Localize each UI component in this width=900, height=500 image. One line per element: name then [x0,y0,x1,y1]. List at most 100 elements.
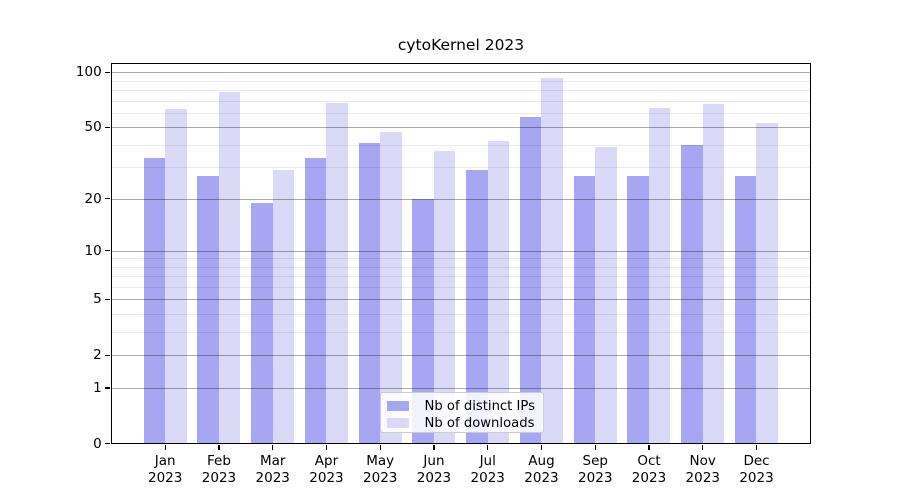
gridline-major-50 [110,127,811,129]
x-tick-label-sep: Sep 2023 [563,453,627,487]
legend-row-distinct-ips: Nb of distinct IPs [387,398,535,414]
x-tick-label-month: Feb [207,452,231,469]
x-tick-label-year: 2023 [363,469,398,486]
bar-downloads-may [380,132,402,444]
bar-distinct-ips-feb [197,175,219,444]
x-tick-label-month: Oct [637,452,661,469]
x-tick-label-mar: Mar 2023 [241,453,305,487]
bar-downloads-jan [165,108,187,444]
gridline-minor-70 [110,100,811,102]
y-tick-mark-100 [105,71,111,73]
bar-distinct-ips-may [358,142,381,444]
x-tick-mark-mar [272,444,274,450]
x-tick-label-year: 2023 [255,469,290,486]
x-tick-label-year: 2023 [201,469,237,486]
legend-label-downloads: Nb of downloads [424,415,535,431]
x-tick-label-month: Jun [423,452,445,469]
legend: Nb of distinct IPs Nb of downloads [380,392,544,433]
x-tick-mark-apr [325,444,328,450]
bar-downloads-mar [272,169,295,444]
x-tick-label-month: Mar [259,452,286,469]
y-tick-label-5: 5 [93,291,102,308]
gridline-minor-8 [110,266,811,268]
legend-swatch-downloads [387,417,409,429]
x-tick-label-month: Apr [314,452,339,469]
bar-distinct-ips-dec [734,175,757,444]
x-tick-mark-feb [218,444,220,450]
y-tick-label-0: 0 [93,435,102,452]
x-tick-label-year: 2023 [631,469,667,486]
legend-label-distinct-ips: Nb of distinct IPs [424,398,536,414]
bar-downloads-jul [487,140,510,444]
x-tick-label-year: 2023 [416,469,452,486]
x-tick-label-jan: Jan 2023 [133,453,197,487]
x-tick-label-month: Dec [743,452,770,469]
bar-distinct-ips-jul [466,169,488,444]
bar-downloads-dec [756,122,778,444]
x-tick-label-month: May [366,452,395,469]
x-tick-label-year: 2023 [309,469,344,486]
x-tick-label-month: Sep [582,452,608,469]
legend-swatch-distinct-ips [387,400,409,412]
gridline-major-1 [110,387,811,389]
gridline-minor-9 [110,258,811,260]
gridline-minor-3 [110,332,811,334]
y-tick-mark-2 [105,354,111,356]
x-tick-label-apr: Apr 2023 [294,453,358,487]
legend-row-downloads: Nb of downloads [387,415,535,431]
bar-distinct-ips-sep [573,175,596,444]
x-tick-mark-sep [594,444,596,450]
y-tick-label-20: 20 [84,190,102,207]
gridline-minor-6 [110,287,811,289]
bar-distinct-ips-oct [627,175,649,444]
y-tick-mark-20 [105,198,111,200]
x-tick-label-year: 2023 [524,469,559,486]
x-tick-label-feb: Feb 2023 [187,453,251,487]
x-tick-mark-aug [540,444,543,450]
gridline-minor-40 [110,144,811,146]
x-tick-label-jun: Jun 2023 [402,453,466,487]
chart-title: cytoKernel 2023 [397,36,525,54]
y-tick-mark-10 [105,250,111,252]
y-tick-mark-0 [105,443,111,445]
y-tick-mark-5 [105,298,111,301]
x-tick-mark-jun [433,444,435,450]
x-tick-label-dec: Dec 2023 [725,453,789,487]
x-tick-label-month: Nov [689,452,716,469]
bar-downloads-aug [541,78,563,444]
gridline-major-20 [110,198,811,200]
x-tick-label-month: Aug [528,452,555,469]
bar-downloads-feb [218,92,241,444]
x-tick-mark-dec [755,444,758,450]
gridline-minor-4 [110,314,811,316]
x-tick-label-aug: Aug 2023 [509,453,573,487]
gridline-major-5 [110,299,811,301]
bar-downloads-nov [702,104,725,444]
x-tick-mark-may [379,444,381,450]
x-tick-label-year: 2023 [739,469,774,486]
x-tick-label-year: 2023 [470,469,505,486]
y-tick-label-50: 50 [84,119,102,136]
bars-layer [111,63,811,444]
bar-downloads-oct [648,107,671,444]
y-tick-mark-50 [105,126,111,128]
x-tick-label-jul: Jul 2023 [456,453,520,487]
y-tick-label-10: 10 [84,242,102,259]
x-tick-label-nov: Nov 2023 [671,453,735,487]
x-tick-mark-jan [164,444,166,450]
y-tick-label-100: 100 [75,64,102,81]
x-tick-label-may: May 2023 [348,453,412,487]
bar-downloads-apr [326,102,348,444]
bar-distinct-ips-mar [251,202,273,444]
x-tick-label-oct: Oct 2023 [617,453,681,487]
gridline-major-2 [110,355,811,357]
gridline-minor-90 [110,80,811,82]
y-tick-mark-1 [105,387,111,389]
x-tick-mark-oct [648,444,650,450]
x-tick-mark-nov [702,444,704,450]
gridlines-layer [110,63,811,444]
x-tick-label-year: 2023 [578,469,613,486]
x-tick-label-month: Jan [154,452,176,469]
x-tick-label-year: 2023 [685,469,720,486]
